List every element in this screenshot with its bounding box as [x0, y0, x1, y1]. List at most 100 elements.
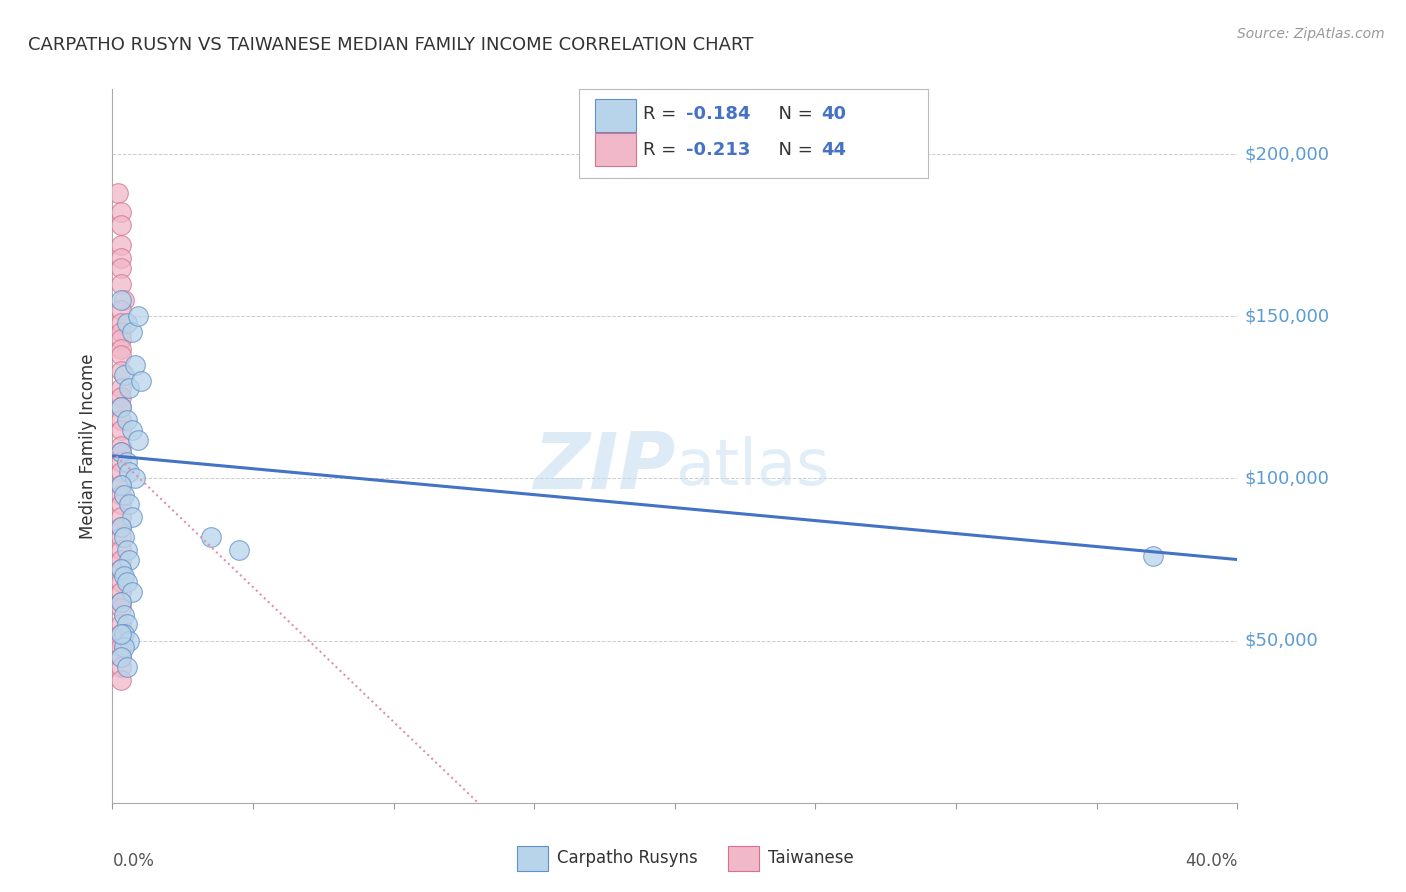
Point: [110, 423, 132, 437]
Point: [110, 445, 132, 459]
FancyBboxPatch shape: [595, 134, 636, 166]
Point: [112, 530, 135, 544]
Point: [110, 205, 132, 219]
Point: [115, 575, 138, 590]
Point: [110, 562, 132, 576]
Text: Source: ZipAtlas.com: Source: ZipAtlas.com: [1237, 27, 1385, 41]
Point: [110, 478, 132, 492]
Point: [112, 627, 135, 641]
Point: [112, 568, 135, 582]
Point: [115, 542, 138, 557]
Point: [110, 640, 132, 654]
Point: [110, 510, 132, 524]
Point: [115, 617, 138, 632]
Point: [110, 342, 132, 356]
Text: R =: R =: [644, 105, 682, 123]
Y-axis label: Median Family Income: Median Family Income: [79, 353, 97, 539]
Text: 0.0%: 0.0%: [112, 852, 155, 870]
Point: [129, 374, 152, 388]
Point: [110, 332, 132, 346]
Point: [115, 659, 138, 673]
Point: [110, 277, 132, 291]
Point: [1142, 549, 1164, 564]
Point: [121, 326, 143, 340]
Point: [121, 423, 143, 437]
Point: [110, 478, 132, 492]
Point: [110, 595, 132, 609]
Point: [110, 488, 132, 502]
Point: [118, 552, 141, 566]
Point: [110, 520, 132, 534]
Point: [110, 530, 132, 544]
Point: [110, 439, 132, 453]
Text: 40.0%: 40.0%: [1185, 852, 1237, 870]
Text: $100,000: $100,000: [1244, 469, 1329, 487]
Text: atlas: atlas: [675, 436, 830, 499]
Point: [110, 260, 132, 275]
Point: [118, 465, 141, 479]
Text: $150,000: $150,000: [1244, 307, 1330, 326]
Point: [110, 293, 132, 307]
Point: [228, 542, 250, 557]
Point: [115, 455, 138, 469]
Point: [127, 433, 149, 447]
Point: [110, 552, 132, 566]
Text: 44: 44: [821, 141, 846, 159]
Text: Carpatho Rusyns: Carpatho Rusyns: [557, 849, 697, 867]
Point: [112, 488, 135, 502]
Point: [110, 585, 132, 599]
Point: [110, 238, 132, 252]
Point: [118, 633, 141, 648]
Point: [110, 390, 132, 404]
Point: [110, 520, 132, 534]
Text: 40: 40: [821, 105, 846, 123]
Point: [112, 640, 135, 654]
Point: [127, 310, 149, 324]
Text: ZIP: ZIP: [533, 429, 675, 506]
Point: [110, 219, 132, 233]
Point: [110, 445, 132, 459]
Point: [110, 348, 132, 362]
FancyBboxPatch shape: [595, 99, 636, 132]
Point: [110, 595, 132, 609]
Point: [110, 627, 132, 641]
Point: [110, 400, 132, 414]
Point: [110, 465, 132, 479]
Point: [124, 358, 146, 372]
Point: [110, 251, 132, 265]
Text: R =: R =: [644, 141, 682, 159]
Point: [110, 364, 132, 378]
Point: [110, 400, 132, 414]
Text: $200,000: $200,000: [1244, 145, 1329, 163]
Point: [110, 413, 132, 427]
Text: -0.213: -0.213: [686, 141, 751, 159]
Point: [110, 316, 132, 330]
Point: [110, 649, 132, 664]
Point: [110, 302, 132, 317]
Point: [110, 627, 132, 641]
Point: [121, 585, 143, 599]
Text: $50,000: $50,000: [1244, 632, 1317, 649]
Point: [110, 497, 132, 511]
Point: [110, 601, 132, 615]
Point: [121, 510, 143, 524]
Point: [118, 497, 141, 511]
Point: [115, 413, 138, 427]
Point: [110, 381, 132, 395]
Point: [110, 673, 132, 687]
Point: [112, 607, 135, 622]
Text: -0.184: -0.184: [686, 105, 751, 123]
Point: [112, 293, 135, 307]
Point: [110, 575, 132, 590]
Point: [110, 649, 132, 664]
Point: [112, 368, 135, 382]
FancyBboxPatch shape: [579, 89, 928, 178]
Point: [107, 186, 129, 200]
Point: [124, 471, 146, 485]
Text: N =: N =: [768, 105, 818, 123]
Point: [110, 617, 132, 632]
Point: [110, 542, 132, 557]
Text: N =: N =: [768, 141, 818, 159]
Point: [110, 455, 132, 469]
Point: [110, 326, 132, 340]
